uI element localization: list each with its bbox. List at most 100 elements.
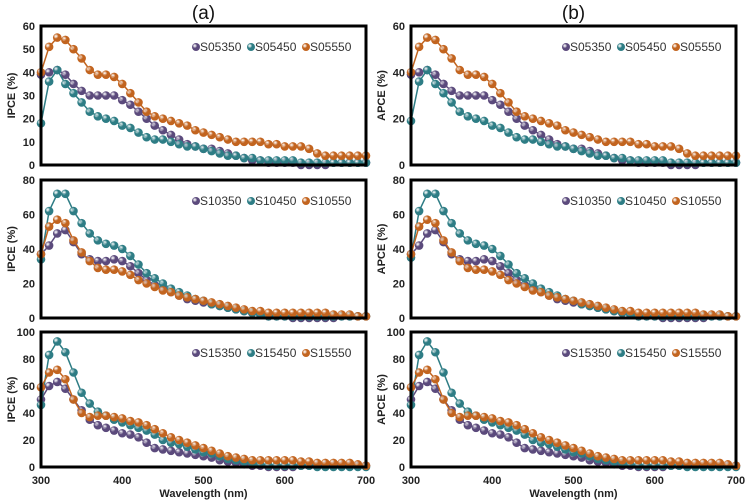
data-point-S05550 xyxy=(69,44,78,54)
data-point-S05550 xyxy=(134,98,143,107)
data-point-S15350 xyxy=(536,446,546,456)
data-point-S10350 xyxy=(414,241,424,250)
data-point-S15550 xyxy=(182,438,192,448)
data-point-S05350 xyxy=(93,91,103,100)
legend-marker-S15350 xyxy=(562,349,570,357)
data-point-S05450 xyxy=(101,114,111,123)
data-point-S15450 xyxy=(52,337,62,346)
legend: S05350 S05450 S05550 xyxy=(562,40,722,54)
y-tick-label: 10 xyxy=(23,137,35,149)
legend-marker-S15350 xyxy=(192,349,200,357)
data-point-S05550 xyxy=(471,70,481,79)
data-point-S05550 xyxy=(77,54,86,63)
data-point-S15350 xyxy=(109,426,119,435)
data-point-S05550 xyxy=(707,151,716,161)
data-point-S10550 xyxy=(166,287,176,297)
data-point-S05550 xyxy=(520,112,530,121)
data-point-S15450 xyxy=(528,435,538,445)
data-point-S15550 xyxy=(150,424,160,434)
data-point-S10550 xyxy=(439,236,448,245)
data-point-S15350 xyxy=(496,430,505,439)
data-point-S15550 xyxy=(674,457,684,466)
data-point-S10350 xyxy=(422,229,432,238)
data-point-S15550 xyxy=(52,365,62,375)
data-point-S10550 xyxy=(272,308,281,318)
data-point-S15350 xyxy=(520,443,530,453)
data-point-S05350 xyxy=(496,100,505,110)
data-point-S05550 xyxy=(617,137,627,147)
data-point-S05550 xyxy=(601,137,611,147)
data-point-S10550 xyxy=(126,270,135,280)
data-point-S10550 xyxy=(479,265,489,275)
data-point-S05550 xyxy=(207,130,216,140)
y-tick-label: 0 xyxy=(399,160,405,172)
data-point-S10550 xyxy=(585,299,595,309)
data-point-S10450 xyxy=(69,206,78,216)
data-point-S05550 xyxy=(504,98,513,107)
legend-label: S15450 xyxy=(625,346,667,360)
data-point-S05550 xyxy=(256,137,265,147)
data-point-S15350 xyxy=(166,446,176,456)
data-point-S10450 xyxy=(520,274,530,283)
data-point-S05450 xyxy=(272,156,281,165)
legend-marker-S05450 xyxy=(617,43,625,51)
y-tick-label: 60 xyxy=(393,21,405,33)
data-point-S10550 xyxy=(617,306,627,316)
data-point-S10550 xyxy=(431,218,440,228)
legend: S05350 S05450 S05550 xyxy=(192,40,352,54)
data-point-S05550 xyxy=(150,112,160,121)
data-point-S10550 xyxy=(422,215,432,224)
data-point-S05350 xyxy=(431,70,440,79)
data-point-S05450 xyxy=(85,107,95,117)
legend-label: S15350 xyxy=(200,346,242,360)
data-point-S15550 xyxy=(634,455,643,465)
data-point-S15550 xyxy=(699,458,708,468)
legend-label: S05550 xyxy=(310,40,352,54)
data-point-S15350 xyxy=(479,426,489,435)
data-point-S05450 xyxy=(109,116,119,126)
data-point-S05450 xyxy=(174,139,184,149)
data-point-S05350 xyxy=(61,70,70,79)
data-point-S05550 xyxy=(455,65,465,75)
data-point-S15550 xyxy=(520,424,530,434)
legend-label: S10350 xyxy=(200,194,242,208)
data-point-S05550 xyxy=(723,151,733,161)
data-point-S05550 xyxy=(699,151,708,161)
data-point-S10550 xyxy=(504,275,513,285)
y-tick-label: 40 xyxy=(393,67,405,79)
data-point-S10450 xyxy=(512,268,521,278)
data-point-S05450 xyxy=(256,156,265,165)
data-point-S10550 xyxy=(191,294,200,304)
data-point-S05450 xyxy=(650,156,660,165)
data-point-S05350 xyxy=(487,95,497,105)
data-point-S15550 xyxy=(609,454,619,464)
data-point-S05550 xyxy=(239,137,249,147)
data-point-S05550 xyxy=(199,128,208,137)
data-point-S05550 xyxy=(191,125,200,135)
y-tick-label: 80 xyxy=(23,175,35,187)
data-point-S10550 xyxy=(569,296,578,306)
data-point-S10550 xyxy=(634,308,643,318)
data-point-S15450 xyxy=(44,350,54,360)
y-tick-label: 20 xyxy=(23,114,35,126)
data-point-S05450 xyxy=(544,139,554,149)
data-point-S15350 xyxy=(150,443,160,453)
data-point-S10550 xyxy=(544,291,554,300)
data-point-S10450 xyxy=(455,229,465,238)
data-point-S05550 xyxy=(223,135,233,144)
data-point-S10450 xyxy=(496,251,505,261)
data-point-S05450 xyxy=(191,142,200,151)
data-point-S05550 xyxy=(109,72,119,82)
data-point-S05350 xyxy=(44,68,54,77)
data-point-S05350 xyxy=(85,91,95,100)
data-point-S05550 xyxy=(463,70,473,79)
x-tick-label: 300 xyxy=(32,475,50,487)
data-point-S05550 xyxy=(642,139,651,149)
data-point-S15550 xyxy=(422,365,432,375)
data-point-S15450 xyxy=(431,347,440,357)
data-point-S10350 xyxy=(117,256,127,266)
data-point-S05550 xyxy=(182,121,192,130)
data-point-S15550 xyxy=(431,374,440,384)
data-point-S05450 xyxy=(117,121,127,130)
data-point-S15550 xyxy=(512,420,521,430)
